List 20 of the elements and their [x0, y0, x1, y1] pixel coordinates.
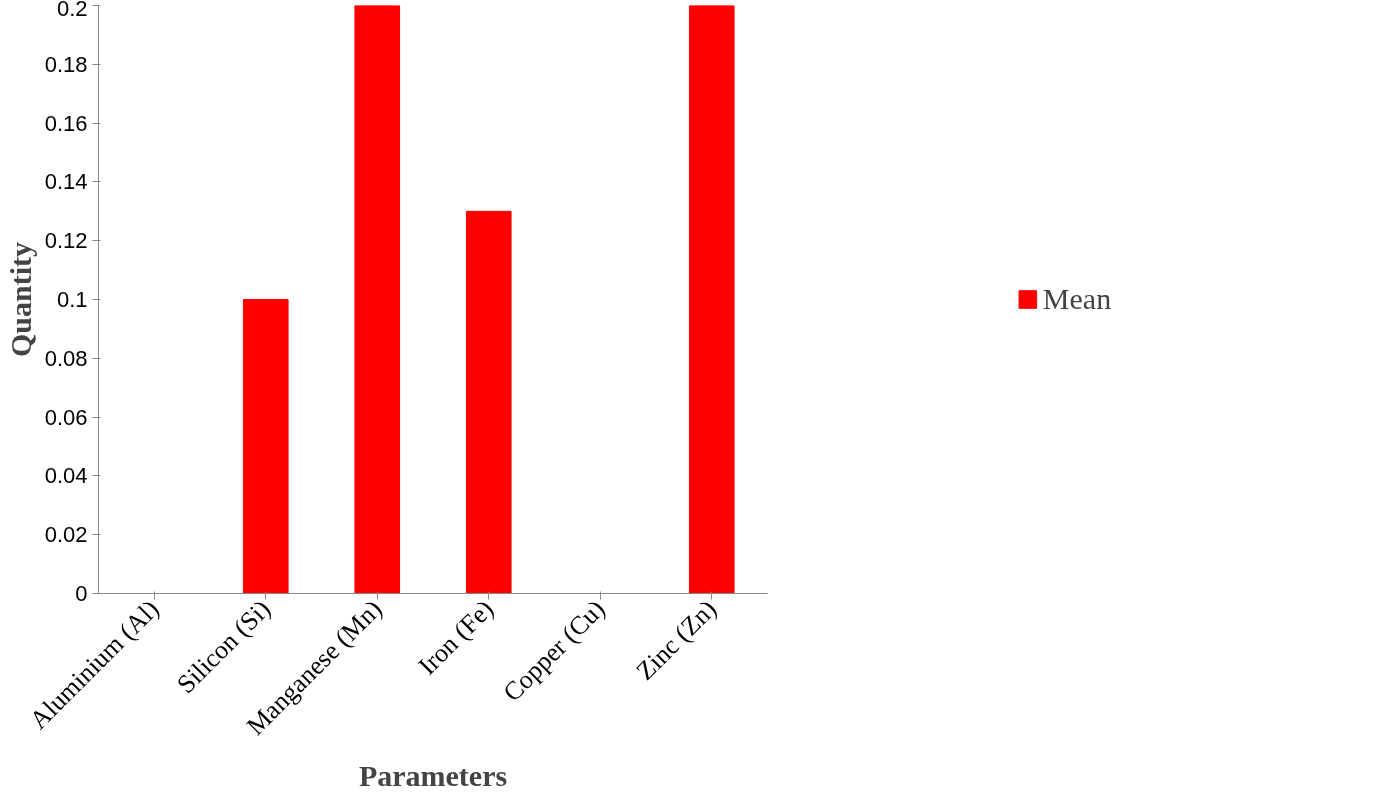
bar [465, 210, 512, 594]
y-tick-label: 0.2 [56, 0, 88, 21]
y-tick-label: 0.02 [44, 522, 88, 548]
y-tick-label: 0.14 [44, 169, 88, 195]
bar [688, 5, 735, 594]
y-axis-title: Quantity [3, 241, 37, 358]
y-tick-label: 0.18 [44, 51, 88, 77]
x-axis-title: Parameters [358, 759, 508, 793]
bar [354, 5, 401, 594]
y-tick-label: 0.06 [44, 404, 88, 430]
bar [242, 299, 289, 594]
y-tick-label: 0.16 [44, 110, 88, 136]
y-tick-label: 0.08 [44, 345, 88, 371]
y-tick-label: 0 [75, 581, 88, 606]
x-tick-label: Zinc (Zn) [630, 594, 722, 686]
x-tick-label: Iron (Fe) [412, 594, 500, 681]
legend-label: Mean [1042, 282, 1112, 316]
y-tick-label: 0.12 [44, 228, 88, 254]
y-tick-label: 0.1 [56, 287, 88, 312]
y-tick-label: 0.04 [44, 463, 88, 489]
